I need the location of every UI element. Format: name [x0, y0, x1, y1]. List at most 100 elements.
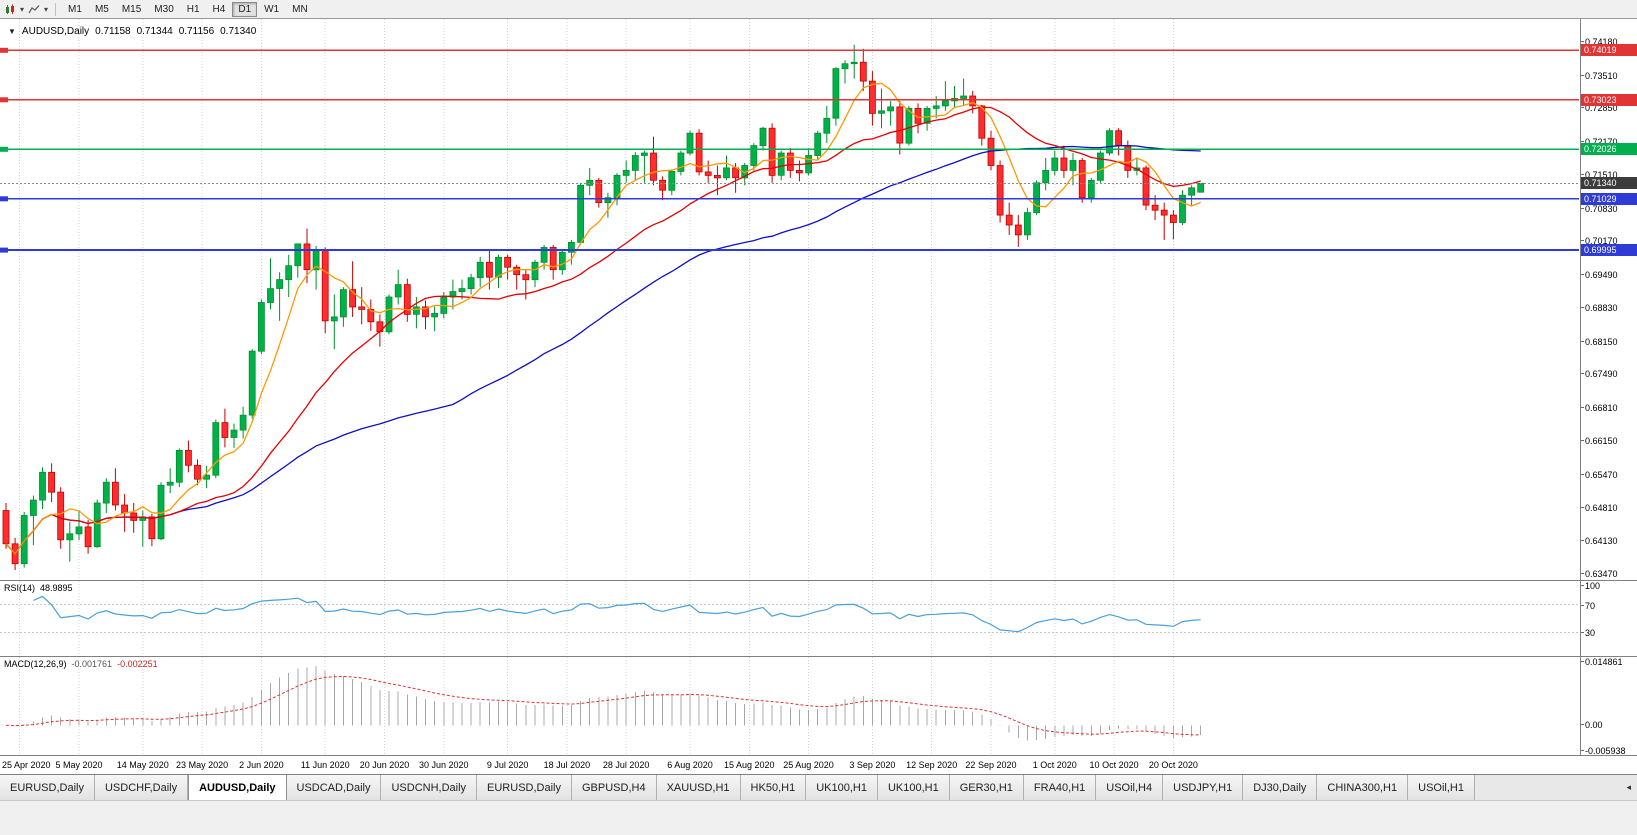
price-axis-label: 0.69490 — [1581, 270, 1618, 281]
rsi-axis-label: 100 — [1580, 581, 1601, 591]
ohlc-high: 0.71344 — [136, 26, 173, 37]
date-axis-label: 11 Jun 2020 — [300, 760, 350, 770]
price-axis-label: 0.70170 — [1581, 236, 1618, 247]
price-axis-label: 0.72170 — [1581, 137, 1618, 148]
price-axis-label: 0.66150 — [1581, 435, 1618, 446]
chart-tab-uk100-h1[interactable]: UK100,H1 — [877, 775, 950, 800]
date-axis-label: 9 Jul 2020 — [486, 760, 529, 770]
chart-tab-dj30-daily[interactable]: DJ30,Daily — [1243, 775, 1318, 800]
date-axis-label: 30 Jun 2020 — [418, 760, 469, 770]
price-axis-label: 0.68830 — [1581, 302, 1618, 313]
chart-title: ▼ AUDUSD,Daily 0.71158 0.71344 0.71156 0… — [8, 26, 256, 37]
price-axis-label: 0.64130 — [1581, 536, 1618, 547]
date-axis-label: 14 May 2020 — [116, 760, 169, 770]
ohlc-open: 0.71158 — [95, 26, 131, 37]
chart-tab-hk50-h1[interactable]: HK50,H1 — [740, 775, 807, 800]
price-axis-label: 0.70830 — [1581, 203, 1618, 214]
price-axis-label: 0.66810 — [1581, 403, 1618, 414]
candlestick-chart-glyph — [6, 4, 14, 14]
date-axis-label: 10 Oct 2020 — [1089, 760, 1139, 770]
price-axis-label: 0.72850 — [1581, 103, 1618, 114]
chart-tab-bar: EURUSD,Daily USDCHF,Daily AUDUSD,Daily USDC… — [0, 774, 1637, 800]
chart-tab-uk100-h1[interactable]: UK100,H1 — [806, 775, 878, 800]
tab-scroll-left-button[interactable]: ◂ — [1626, 782, 1631, 792]
macd-axis: 0.014861 0.00 -0.005938 — [1580, 657, 1637, 755]
date-axis-label: 20 Oct 2020 — [1148, 760, 1198, 770]
date-axis-label: 1 Oct 2020 — [1032, 760, 1077, 770]
chart-tab-usdchf-daily[interactable]: USDCHF,Daily — [94, 775, 189, 800]
hline-price-tag: 0.73023 — [1581, 93, 1637, 106]
rsi-name: RSI(14) — [4, 583, 36, 593]
chart-tab-xauusd-h1[interactable]: XAUUSD,H1 — [656, 775, 741, 800]
chart-tab-audusd-daily[interactable]: AUDUSD,Daily — [188, 775, 287, 800]
macd-chart-canvas[interactable] — [0, 657, 1579, 755]
rsi-panel: 100 70 30 RSI(14) 48.9895 — [0, 580, 1637, 656]
rsi-chart-canvas[interactable] — [0, 581, 1579, 656]
chart-menu-triangle-icon[interactable]: ▼ — [8, 27, 16, 36]
chart-tab-eurusd-daily[interactable]: EURUSD,Daily — [477, 775, 572, 800]
macd-header: MACD(12,26,9) -0.001761 -0.002251 — [4, 659, 158, 669]
date-axis-label: 23 May 2020 — [176, 760, 229, 770]
rsi-header: RSI(14) 48.9895 — [4, 583, 73, 593]
price-axis-label: 0.67490 — [1581, 369, 1618, 380]
price-chart-canvas[interactable] — [0, 19, 1579, 580]
timeframe-button-mn[interactable]: MN — [292, 3, 308, 15]
price-axis-label: 0.73510 — [1581, 70, 1618, 81]
timeframe-button-m1[interactable]: M1 — [68, 3, 82, 15]
chart-tab-usoil-h4[interactable]: USOil,H4 — [1096, 775, 1164, 800]
date-axis-label: 3 Sep 2020 — [849, 760, 896, 770]
macd-axis-label: -0.005938 — [1581, 746, 1626, 755]
date-axis-label: 5 May 2020 — [55, 760, 103, 770]
price-axis-label: 0.74180 — [1581, 37, 1618, 48]
price-axis: 0.74180 0.73510 0.72850 0.72170 0.71510 0.708… — [1580, 19, 1637, 580]
price-axis-label: 0.71510 — [1581, 169, 1618, 180]
macd-axis-label: 0.00 — [1581, 720, 1603, 731]
chart-tab-ger30-h1[interactable]: GER30,H1 — [949, 775, 1024, 800]
toolbar-separator — [55, 2, 57, 16]
chart-tab-usdjpy-h1[interactable]: USDJPY,H1 — [1163, 775, 1244, 800]
chart-tab-usdcnh-daily[interactable]: USDCNH,Daily — [381, 775, 478, 800]
macd-panel: 0.014861 0.00 -0.005938 MACD(12,26,9) -0.0… — [0, 656, 1637, 755]
chart-tab-china300-h1[interactable]: CHINA300,H1 — [1317, 775, 1409, 800]
timeframe-button-group: M1 M5 M15 M30 H1 H4 D1 W1 MN — [62, 1, 314, 17]
date-axis-label: 25 Apr 2020 — [2, 760, 51, 770]
timeframe-button-d1[interactable]: D1 — [232, 1, 258, 17]
hline-price-tag: 0.74019 — [1581, 44, 1637, 57]
timeframe-button-m5[interactable]: M5 — [94, 3, 109, 15]
date-axis-label: 20 Jun 2020 — [359, 760, 410, 770]
timeframe-button-h1[interactable]: H1 — [186, 3, 200, 15]
ohlc-close: 0.71340 — [220, 26, 257, 37]
top-toolbar: ▾ ▾ M1 M5 M15 M30 H1 H4 D1 W1 MN — [0, 0, 1637, 19]
price-axis-label: 0.63470 — [1581, 569, 1618, 580]
chart-tab-usdcad-daily[interactable]: USDCAD,Daily — [286, 775, 382, 800]
chevron-down-icon[interactable]: ▾ — [20, 4, 25, 14]
timeframe-button-m15[interactable]: M15 — [121, 3, 142, 15]
status-bar — [0, 800, 1637, 835]
date-axis: 25 Apr 2020 5 May 2020 14 May 2020 23 May 2… — [0, 755, 1637, 774]
rsi-axis: 100 70 30 — [1580, 581, 1637, 656]
timeframe-button-m30[interactable]: M30 — [154, 3, 174, 15]
hline-price-tag: 0.69995 — [1581, 244, 1637, 257]
chevron-down-icon[interactable]: ▾ — [44, 4, 49, 14]
candlestick-chart-icon[interactable] — [3, 2, 18, 17]
date-axis-label: 2 Jun 2020 — [239, 760, 284, 770]
chart-tab-eurusd-daily[interactable]: EURUSD,Daily — [0, 775, 95, 800]
ohlc-low: 0.71156 — [178, 26, 215, 37]
date-axis-label: 28 Jul 2020 — [602, 760, 650, 770]
chart-tab-fra40-h1[interactable]: FRA40,H1 — [1023, 775, 1097, 800]
hline-price-tag: 0.71029 — [1581, 192, 1637, 205]
macd-axis-label: 0.014861 — [1581, 657, 1623, 667]
date-axis-label: 18 Jul 2020 — [543, 760, 591, 770]
line-chart-glyph — [28, 4, 40, 13]
macd-value-signal: -0.002251 — [117, 659, 158, 669]
chart-tab-gbpusd-h4[interactable]: GBPUSD,H4 — [572, 775, 657, 800]
date-axis-label: 22 Sep 2020 — [965, 760, 1017, 770]
timeframe-button-w1[interactable]: W1 — [264, 3, 280, 15]
timeframe-button-h4[interactable]: H4 — [212, 3, 226, 15]
chart-window: 0.74180 0.73510 0.72850 0.72170 0.71510 0.708… — [0, 19, 1637, 835]
line-chart-icon[interactable] — [26, 2, 42, 17]
rsi-axis-label: 70 — [1580, 600, 1596, 611]
price-axis-label: 0.68150 — [1581, 336, 1618, 347]
current-price-tag: 0.71340 — [1581, 177, 1637, 190]
chart-tab-usoil-h1[interactable]: USOil,H1 — [1408, 775, 1475, 800]
